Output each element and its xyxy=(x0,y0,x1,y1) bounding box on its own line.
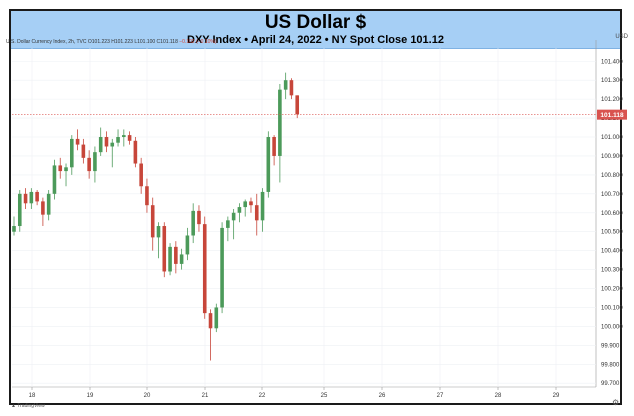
candle-body xyxy=(29,191,34,204)
candle-body xyxy=(191,210,195,236)
candle-body xyxy=(145,186,149,206)
candle-body xyxy=(208,313,213,329)
last-price-tag xyxy=(597,109,627,120)
candle-body xyxy=(139,163,143,187)
x-tick-label: 25 xyxy=(321,393,328,399)
chart-frame: US Dollar $ DXY Index • April 24, 2022 •… xyxy=(9,9,622,405)
tradingview-logo-icon: ▲ xyxy=(11,403,16,409)
candle-body xyxy=(110,142,115,147)
candle-body xyxy=(226,220,230,228)
gear-icon[interactable]: ⚙ xyxy=(612,398,620,407)
candle-body xyxy=(35,191,39,202)
candle-body xyxy=(202,224,207,314)
y-tick-label: 100.800 xyxy=(601,173,623,179)
x-tick-label: 27 xyxy=(437,393,444,399)
last-price-label: 101.118 xyxy=(600,112,624,119)
candle-body xyxy=(174,246,178,264)
y-tick-label: 100.700 xyxy=(601,192,623,198)
candle-body xyxy=(46,193,51,215)
candle-body xyxy=(156,226,161,238)
candle-body xyxy=(197,210,201,225)
candle-body xyxy=(179,254,184,264)
candle-body xyxy=(127,135,132,141)
candle-body xyxy=(185,235,190,255)
candle-body xyxy=(214,307,219,329)
candle-body xyxy=(150,205,155,238)
y-tick-label: 100.900 xyxy=(601,154,623,160)
y-tick-label: 100.600 xyxy=(601,211,623,217)
chart-subtitle: DXY Index • April 24, 2022 • NY Spot Clo… xyxy=(187,34,444,46)
candle-body xyxy=(243,201,247,208)
y-tick-label: 100.300 xyxy=(601,268,623,274)
tradingview-logo-text: TradingView xyxy=(17,403,45,409)
candle-body xyxy=(52,165,57,194)
candle-body xyxy=(231,212,236,221)
candle-body xyxy=(64,167,68,172)
candle-body xyxy=(58,165,63,172)
candle-body xyxy=(81,144,86,158)
x-tick-label: 26 xyxy=(379,393,386,399)
y-tick-label: 99.800 xyxy=(601,362,620,368)
candle-body xyxy=(75,138,80,145)
candle-body xyxy=(289,80,294,96)
symbol-info-line: U.S. Dollar Currency Index, 2h, TVC O101… xyxy=(6,39,217,45)
tradingview-logo: ▲ TradingView xyxy=(11,403,45,409)
candle-body xyxy=(249,201,253,206)
chart-header: US Dollar $ DXY Index • April 24, 2022 •… xyxy=(11,11,620,49)
y-tick-label: 101.300 xyxy=(601,78,623,84)
x-tick-label: 21 xyxy=(202,393,209,399)
x-tick-label: 18 xyxy=(29,393,36,399)
price-change: −0.102 (−0.10%) xyxy=(179,39,217,45)
candle-body xyxy=(272,137,276,156)
y-tick-label: 100.000 xyxy=(601,324,623,330)
candle-body xyxy=(220,227,224,308)
chart-title: US Dollar $ xyxy=(264,12,367,33)
candle-body xyxy=(278,89,282,156)
y-tick-label: 101.000 xyxy=(601,135,623,141)
x-tick-label: 22 xyxy=(259,393,266,399)
y-tick-label: 101.200 xyxy=(601,97,623,103)
candle-body xyxy=(116,137,120,143)
candle-body xyxy=(23,193,28,204)
candle-body xyxy=(104,137,109,147)
y-tick-label: 101.400 xyxy=(601,59,623,65)
candle-body xyxy=(93,152,97,172)
candle-body xyxy=(168,246,172,272)
x-tick-label: 29 xyxy=(553,393,560,399)
x-tick-label: 19 xyxy=(87,393,94,399)
y-tick-label: 100.400 xyxy=(601,249,623,255)
candle-body xyxy=(12,226,16,232)
candle-body xyxy=(122,135,126,138)
candle-body xyxy=(162,226,167,272)
candle-body xyxy=(98,137,103,153)
y-tick-label: 100.200 xyxy=(601,287,623,293)
candle-body xyxy=(133,140,138,164)
candle-body xyxy=(254,205,259,221)
candle-body xyxy=(87,157,91,172)
candle-body xyxy=(237,207,242,213)
axis-currency-label[interactable]: USD xyxy=(615,34,628,40)
ohlc-values: O101.223 H101.223 L101.100 C101.118 xyxy=(87,39,178,45)
candle-body xyxy=(70,138,74,168)
candle-body xyxy=(283,80,288,90)
y-tick-label: 100.100 xyxy=(601,305,623,311)
candle-body xyxy=(266,137,271,192)
symbol-name: U.S. Dollar Currency Index, 2h, TVC xyxy=(6,39,87,45)
x-tick-label: 28 xyxy=(495,393,502,399)
y-tick-label: 99.900 xyxy=(601,343,620,349)
x-tick-label: 20 xyxy=(144,393,151,399)
candle-body xyxy=(17,193,22,227)
candle-body xyxy=(295,95,300,115)
y-tick-label: 100.500 xyxy=(601,230,623,236)
y-tick-label: 99.700 xyxy=(601,381,620,387)
candle-body xyxy=(260,191,265,221)
candle-body xyxy=(41,201,45,215)
